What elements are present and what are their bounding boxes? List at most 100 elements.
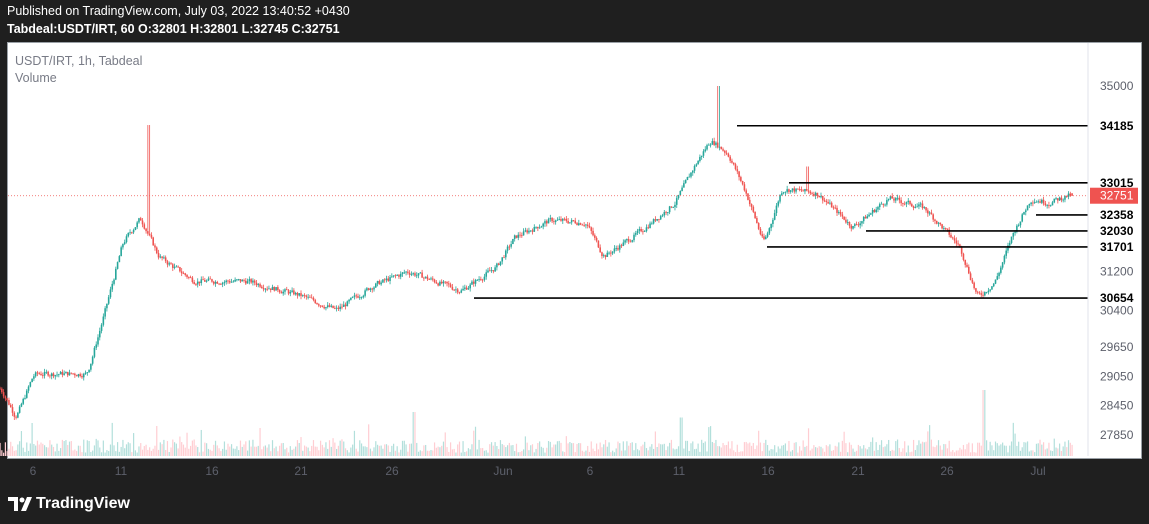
volume-bar (77, 445, 80, 456)
candle-body (164, 257, 167, 262)
chart-legend-volume[interactable]: Volume (15, 71, 57, 85)
candle-body (937, 222, 940, 224)
candle-body (743, 184, 746, 191)
volume-bar (225, 449, 227, 456)
volume-bar (279, 445, 281, 456)
volume-bar (352, 444, 354, 456)
volume-bar (182, 444, 185, 456)
candle-body (987, 290, 990, 293)
candle-body (586, 224, 589, 226)
volume-bar (157, 449, 160, 456)
volume-bar (492, 445, 494, 456)
candle-body (985, 292, 988, 293)
candle-body (24, 397, 26, 399)
candle-body (93, 347, 96, 357)
candle-body (567, 221, 569, 224)
candle-body (996, 276, 999, 280)
candle-body (1028, 204, 1031, 206)
volume-bar (1064, 441, 1066, 456)
volume-bar (936, 445, 938, 456)
x-tick-label: Jul (1030, 464, 1045, 478)
candle-body (797, 188, 799, 190)
volume-bar (674, 449, 676, 456)
candle-body (75, 375, 78, 377)
candle-body (893, 198, 895, 201)
volume-bar (364, 446, 366, 456)
volume-bar (745, 441, 747, 456)
candle-body (259, 284, 261, 287)
candle-body (163, 257, 165, 259)
volume-bar (816, 447, 819, 456)
y-tick-label: 28450 (1100, 399, 1134, 413)
volume-bar (649, 446, 651, 456)
volume-bar (401, 440, 404, 456)
candle-body (700, 155, 703, 157)
volume-bar (734, 452, 737, 456)
candle-body (821, 195, 824, 201)
candle-body (992, 283, 995, 287)
candle-body (788, 189, 790, 192)
volume-bar (293, 448, 295, 456)
candle-body (389, 277, 391, 281)
candle-body (70, 372, 73, 374)
candle-body (813, 193, 815, 196)
candle-body (615, 248, 617, 249)
level-badge (1090, 238, 1138, 255)
chart-pane[interactable] (7, 42, 1142, 459)
candle-body (750, 204, 753, 207)
volume-bar (254, 446, 256, 456)
volume-bar (898, 448, 900, 456)
candle-body (289, 291, 292, 294)
candle-body (280, 292, 283, 294)
candle-body (25, 390, 28, 398)
volume-bar (387, 445, 389, 456)
level-badge-label: 32358 (1100, 208, 1134, 222)
volume-bar (642, 444, 644, 456)
candle-body (1049, 205, 1052, 207)
candle-body (1008, 242, 1011, 246)
candle-body (1000, 267, 1002, 273)
candle-body (1016, 225, 1018, 232)
volume-bar (303, 445, 306, 456)
volume-bar (266, 447, 268, 456)
candle-body (492, 270, 495, 272)
candle-body (132, 230, 135, 233)
volume-bar (457, 444, 459, 456)
volume-bar (770, 448, 772, 456)
candle-body (871, 210, 874, 214)
volume-bar (439, 447, 441, 456)
candle-body (836, 207, 838, 213)
candle-body (426, 276, 429, 280)
volume-bar (656, 446, 658, 456)
candle-body (40, 373, 42, 376)
volume-bar (311, 445, 313, 456)
volume-bar (344, 448, 347, 456)
volume-bar (804, 446, 806, 456)
candle-body (139, 218, 142, 221)
candle-body (175, 266, 178, 268)
candle-body (1019, 221, 1022, 226)
candle-body (392, 275, 395, 277)
candle-body (59, 371, 62, 375)
candle-body (171, 264, 174, 268)
candle-body (27, 386, 30, 391)
candle-body (433, 279, 436, 283)
candle-body (91, 356, 94, 364)
volume-bar (766, 445, 769, 456)
candle-body (61, 371, 64, 375)
chart-legend-symbol[interactable]: USDT/IRT, 1h, Tabdeal (15, 54, 143, 68)
volume-bar (834, 445, 836, 456)
volume-bar (172, 439, 174, 456)
volume-bar (758, 430, 760, 456)
candle-body (919, 203, 922, 205)
volume-bar (186, 432, 188, 456)
volume-bar (348, 452, 350, 456)
volume-bar (206, 443, 208, 456)
candle-body (528, 230, 530, 233)
candle-body (843, 216, 845, 220)
candle-body (68, 372, 71, 376)
x-tick-label: 21 (851, 464, 865, 478)
volume-bar (166, 441, 169, 456)
candle-body (551, 217, 553, 222)
